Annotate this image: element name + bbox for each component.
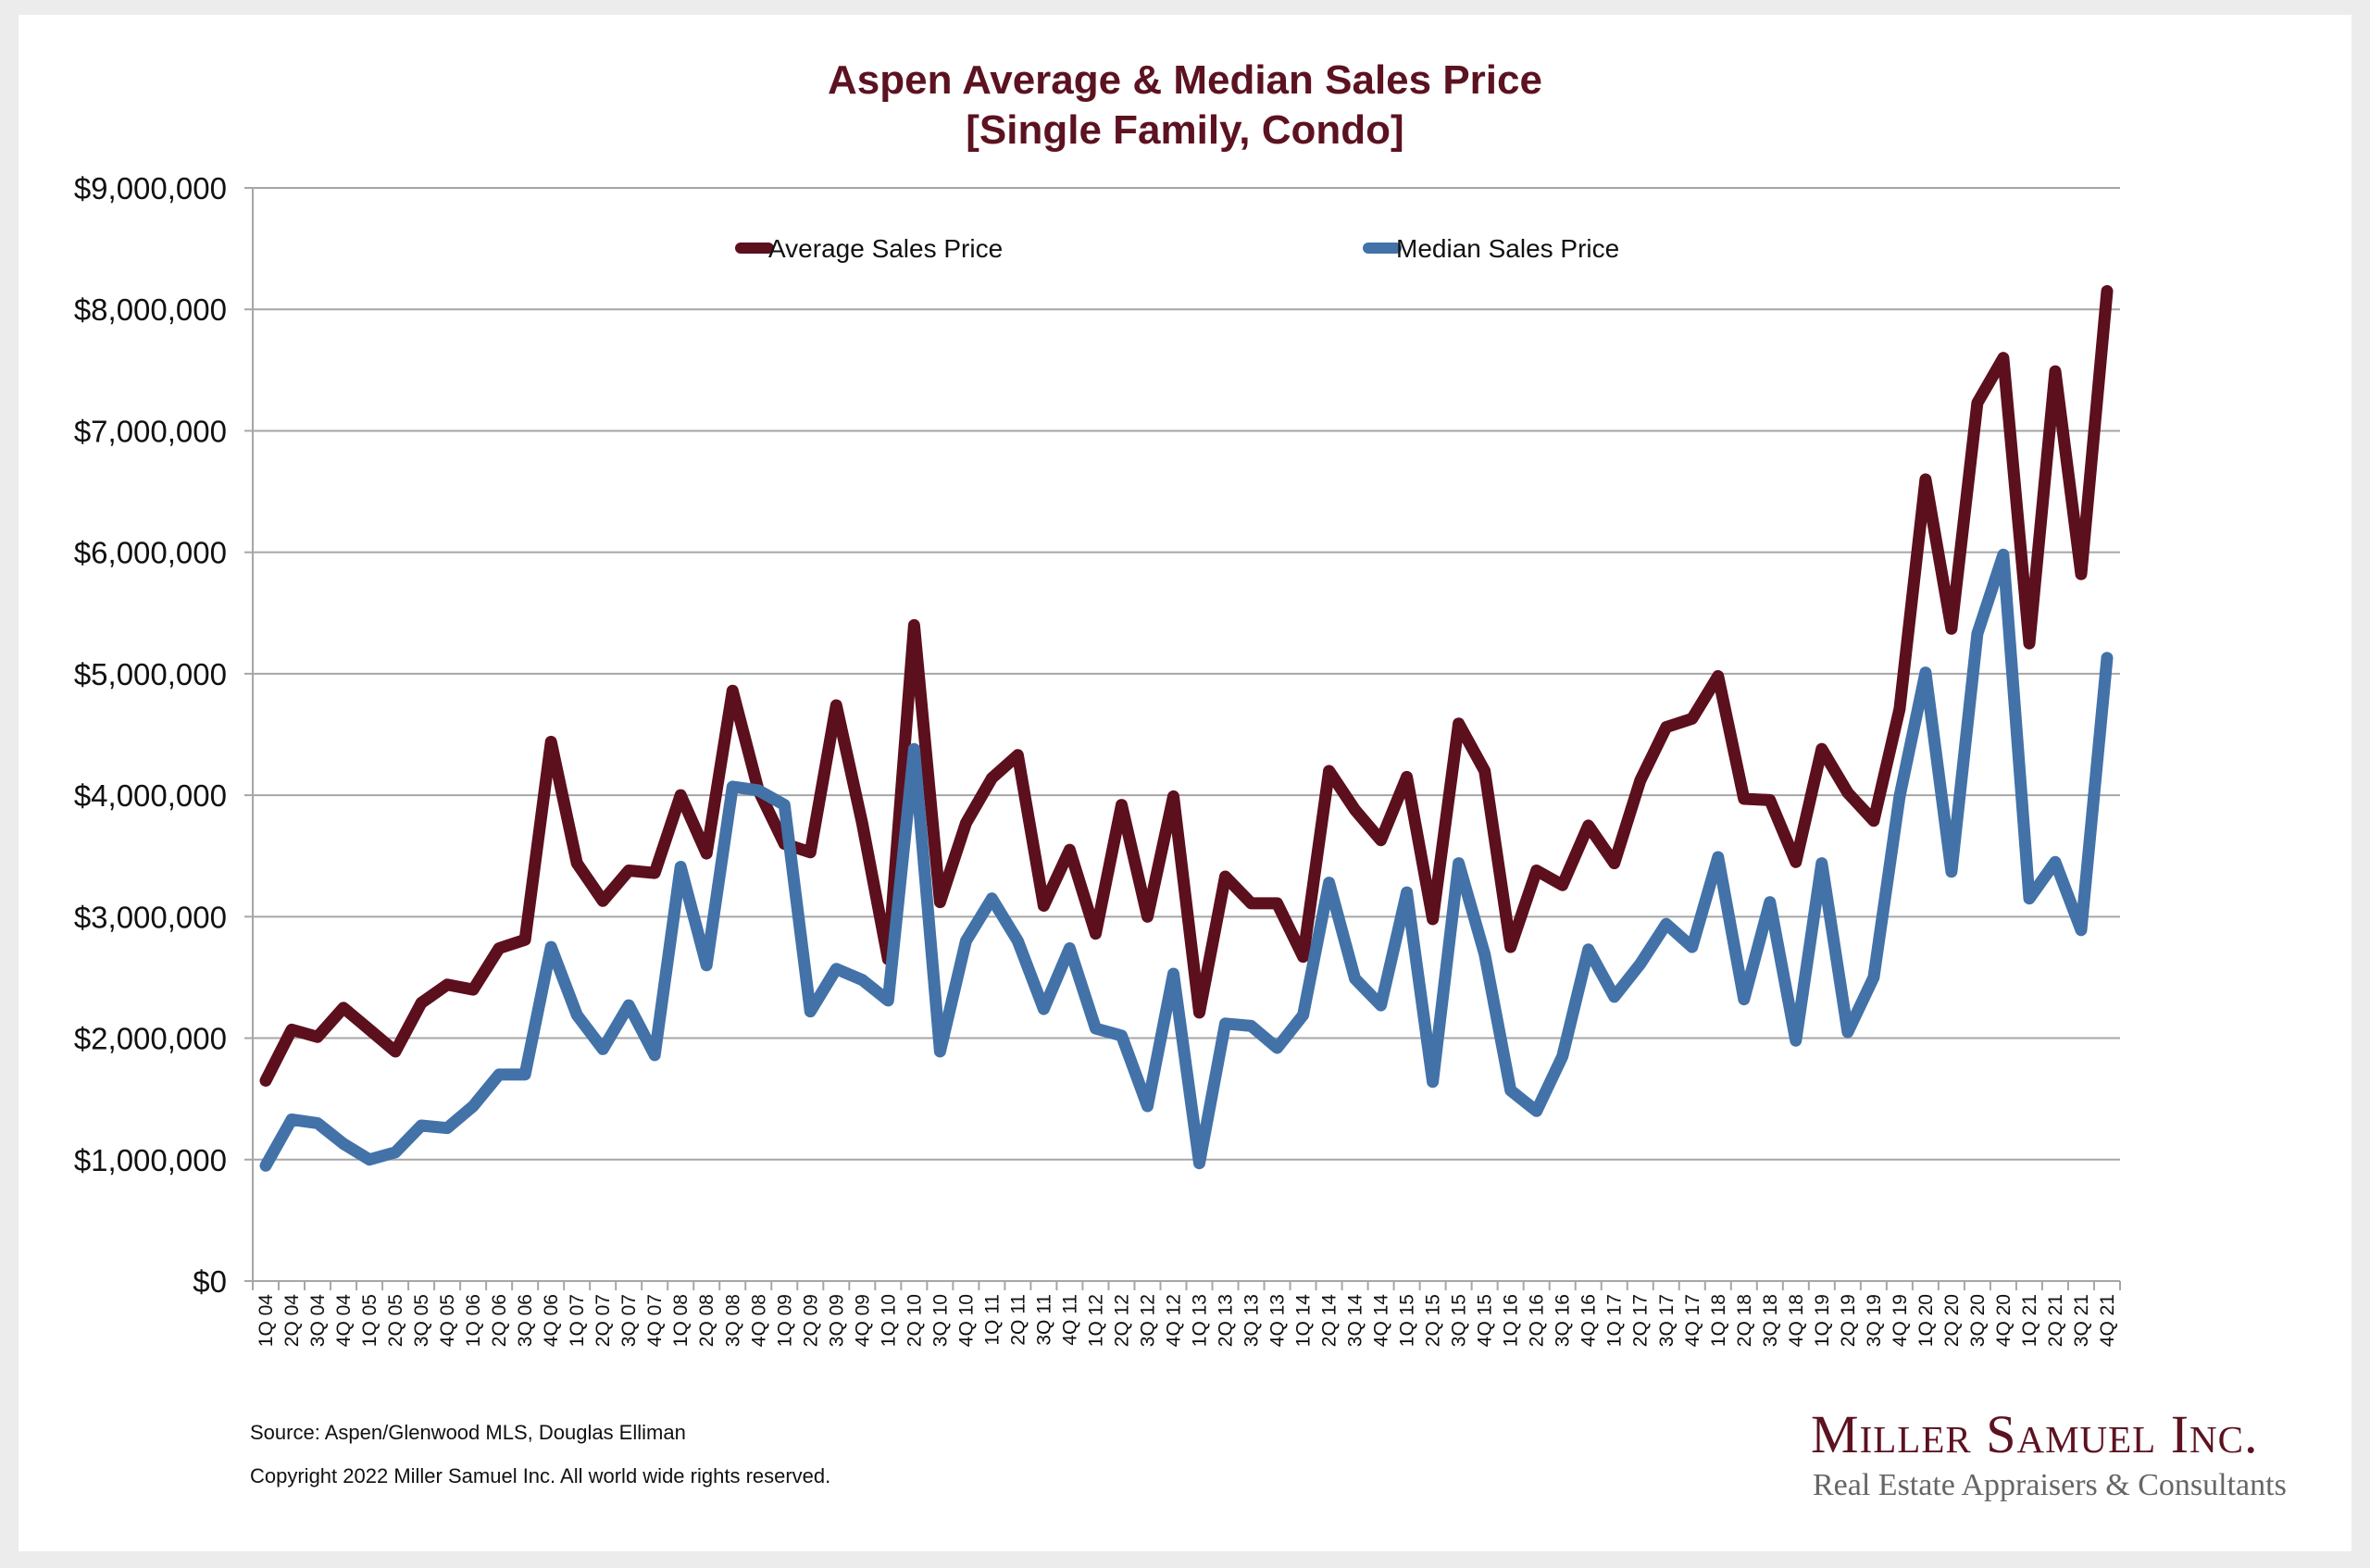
x-tick-label: 4Q 21 (2097, 1294, 2118, 1347)
x-tick-label: 4Q 04 (333, 1294, 355, 1348)
y-tick-label: $6,000,000 (74, 536, 227, 570)
x-tick-label: 3Q 17 (1656, 1294, 1678, 1347)
x-tick-label: 2Q 20 (1941, 1294, 1963, 1347)
x-tick-label: 3Q 19 (1864, 1294, 1885, 1347)
x-tick-label: 2Q 13 (1216, 1294, 1237, 1347)
legend-label-average: Average Sales Price (768, 234, 1003, 263)
y-tick-label: $4,000,000 (74, 778, 227, 813)
x-axis: 1Q 04 2Q 04 3Q 04 4Q 04 1Q 05 2Q 05 3Q 05 4Q 05… (252, 188, 2121, 1348)
x-tick-label: 2Q 10 (904, 1294, 925, 1347)
legend: Average Sales Price Median Sales Price (735, 234, 1619, 263)
series-line-median (259, 548, 2114, 1172)
x-tick-label: 3Q 09 (826, 1294, 847, 1347)
x-tick-label: 1Q 05 (359, 1294, 380, 1347)
x-tick-label: 4Q 10 (955, 1294, 977, 1347)
x-tick-label: 2Q 16 (1527, 1294, 1548, 1347)
line-chart: $0 $1,000,000 $2,000,000 $3,000,000 $4,000,0… (74, 171, 2121, 1348)
x-tick-label: 1Q 04 (256, 1294, 277, 1348)
logo-name: Miller Samuel Inc. (1811, 1404, 2259, 1464)
x-tick-label: 2Q 18 (1734, 1294, 1755, 1347)
x-tick-label: 3Q 04 (307, 1294, 329, 1348)
x-tick-label: 1Q 21 (2019, 1294, 2040, 1347)
series-lines (259, 285, 2114, 1172)
x-tick-label: 2Q 15 (1423, 1294, 1444, 1347)
x-tick-label: 4Q 16 (1578, 1294, 1600, 1347)
x-tick-label: 2Q 14 (1319, 1294, 1341, 1348)
x-tick-label: 1Q 06 (463, 1294, 484, 1347)
x-tick-label: 4Q 17 (1682, 1294, 1703, 1347)
x-tick-label: 2Q 11 (1007, 1294, 1029, 1346)
x-tick-label: 2Q 08 (696, 1294, 717, 1347)
x-tick-label: 1Q 08 (670, 1294, 692, 1347)
y-axis-ticks: $0 $1,000,000 $2,000,000 $3,000,000 $4,000,0… (74, 171, 253, 1299)
x-tick-label: 1Q 19 (1812, 1294, 1833, 1347)
x-tick-label: 2Q 09 (800, 1294, 821, 1347)
x-tick-label: 3Q 10 (929, 1294, 951, 1347)
x-tick-label: 3Q 14 (1345, 1294, 1366, 1348)
x-tick-label: 3Q 07 (618, 1294, 640, 1347)
x-tick-label: 1Q 13 (1190, 1294, 1211, 1347)
x-tick-label: 1Q 18 (1708, 1294, 1729, 1347)
x-tick-label: 4Q 07 (644, 1294, 666, 1347)
x-tick-label: 3Q 21 (2071, 1294, 2092, 1347)
x-tick-label: 3Q 11 (1033, 1294, 1054, 1346)
x-tick-label: 4Q 05 (437, 1294, 458, 1347)
x-tick-label: 3Q 16 (1553, 1294, 1574, 1347)
x-tick-label: 1Q 20 (1915, 1294, 1937, 1347)
x-tick-label: 2Q 19 (1838, 1294, 1859, 1347)
copyright-note: Copyright 2022 Miller Samuel Inc. All wo… (250, 1464, 831, 1487)
x-tick-label: 3Q 18 (1760, 1294, 1781, 1347)
x-tick-label: 1Q 11 (981, 1294, 1003, 1346)
y-tick-label: $9,000,000 (74, 171, 227, 205)
x-tick-label: 2Q 07 (592, 1294, 614, 1347)
chart-subtitle: [Single Family, Condo] (966, 107, 1404, 153)
x-tick-label: 3Q 08 (722, 1294, 743, 1347)
chart-title: Aspen Average & Median Sales Price (828, 57, 1542, 103)
x-tick-label: 4Q 08 (748, 1294, 769, 1347)
y-tick-label: $1,000,000 (74, 1143, 227, 1177)
x-tick-label: 3Q 12 (1137, 1294, 1158, 1347)
x-tick-label: 3Q 15 (1449, 1294, 1470, 1347)
x-tick-label: 4Q 09 (852, 1294, 873, 1347)
x-tick-label: 3Q 20 (1967, 1294, 1989, 1347)
y-tick-label: $8,000,000 (74, 292, 227, 327)
x-tick-label: 4Q 11 (1059, 1294, 1080, 1346)
x-tick-label: 2Q 21 (2045, 1294, 2066, 1347)
x-tick-label: 4Q 18 (1786, 1294, 1807, 1347)
y-tick-label: $5,000,000 (74, 657, 227, 691)
x-tick-label: 4Q 19 (1890, 1294, 1911, 1347)
x-tick-label: 1Q 10 (878, 1294, 899, 1347)
x-tick-label: 1Q 17 (1604, 1294, 1626, 1347)
x-tick-label: 3Q 05 (411, 1294, 432, 1347)
x-tick-label: 4Q 06 (541, 1294, 562, 1347)
x-tick-label: 1Q 09 (774, 1294, 795, 1347)
x-tick-label: 4Q 14 (1371, 1294, 1392, 1348)
logo-tagline: Real Estate Appraisers & Consultants (1813, 1468, 2287, 1502)
y-tick-label: $7,000,000 (74, 414, 227, 448)
x-tick-label: 4Q 15 (1475, 1294, 1496, 1347)
source-note: Source: Aspen/Glenwood MLS, Douglas Elli… (250, 1421, 686, 1444)
x-tick-label: 4Q 12 (1163, 1294, 1184, 1347)
x-tick-label: 4Q 13 (1267, 1294, 1289, 1347)
x-tick-label: 1Q 15 (1397, 1294, 1418, 1347)
y-tick-label: $2,000,000 (74, 1022, 227, 1056)
x-tick-label: 2Q 06 (489, 1294, 510, 1347)
x-tick-label: 2Q 17 (1630, 1294, 1652, 1347)
series-line-average (259, 285, 2114, 1087)
x-tick-label: 1Q 16 (1501, 1294, 1522, 1347)
x-tick-label: 2Q 04 (281, 1294, 303, 1348)
x-tick-label: 4Q 20 (1993, 1294, 2014, 1347)
x-tick-label: 3Q 06 (515, 1294, 536, 1347)
x-tick-label: 1Q 14 (1293, 1294, 1315, 1348)
x-tick-label: 2Q 12 (1111, 1294, 1132, 1347)
legend-label-median: Median Sales Price (1396, 234, 1619, 263)
x-tick-label: 1Q 12 (1085, 1294, 1106, 1347)
y-tick-label: $3,000,000 (74, 900, 227, 934)
x-tick-label: 3Q 13 (1241, 1294, 1263, 1347)
y-tick-label: $0 (193, 1264, 227, 1299)
x-tick-label: 1Q 07 (567, 1294, 588, 1347)
x-tick-label: 2Q 05 (385, 1294, 406, 1347)
